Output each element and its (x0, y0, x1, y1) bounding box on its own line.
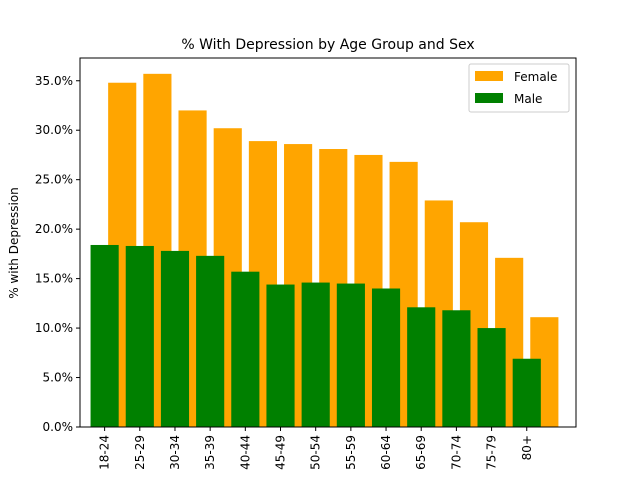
y-axis-ticks: 0.0% 5.0% 10.0% 15.0% 20.0% 25.0% 30.0% 35.0% (35, 74, 80, 434)
legend-label-female: Female (514, 70, 557, 84)
y-tick-label: 20.0% (35, 222, 73, 236)
legend-swatch-male (475, 93, 503, 103)
plot-frame (79, 57, 577, 428)
male-bar-35-39 (196, 255, 225, 427)
x-tick-label: 45-49 (274, 435, 288, 470)
x-tick-label: 75-79 (485, 435, 499, 470)
male-bar-55-59 (336, 283, 365, 427)
x-tick-label: 65-69 (414, 435, 428, 470)
y-tick-label: 35.0% (35, 74, 73, 88)
x-tick-label: 80+ (520, 435, 534, 460)
x-tick-label: 60-64 (379, 435, 393, 470)
legend-swatch-female (475, 71, 503, 81)
male-bar-40-44 (231, 271, 260, 427)
y-tick-label: 15.0% (35, 272, 73, 286)
male-bar-25-29 (125, 245, 154, 427)
male-bar-75-79 (477, 328, 506, 427)
x-tick-label: 18-24 (98, 435, 112, 470)
x-tick-label: 55-59 (344, 435, 358, 470)
legend-label-male: Male (514, 92, 542, 106)
chart-title: % With Depression by Age Group and Sex (181, 37, 474, 53)
x-tick-label: 50-54 (309, 435, 323, 470)
y-tick-label: 0.0% (43, 420, 74, 434)
x-tick-label: 30-34 (168, 435, 182, 470)
male-bar-30-34 (160, 250, 190, 427)
x-tick-label: 35-39 (203, 435, 217, 470)
male-bar-50-54 (301, 282, 330, 427)
male-bars (90, 244, 541, 427)
y-axis-label: % with Depression (7, 187, 21, 299)
x-axis-ticks: 18-24 25-29 30-34 35-39 40-44 45-49 50-54 55-59… (98, 427, 534, 470)
x-tick-label: 70-74 (449, 435, 463, 470)
male-bar-18-24 (90, 244, 119, 427)
y-tick-label: 5.0% (43, 371, 74, 385)
x-tick-label: 25-29 (133, 435, 147, 470)
legend: Female Male (468, 63, 570, 113)
male-bar-65-69 (407, 307, 436, 427)
y-tick-label: 10.0% (35, 321, 73, 335)
male-bar-80+ (512, 358, 541, 427)
male-bar-70-74 (442, 310, 471, 427)
y-tick-label: 25.0% (35, 173, 73, 187)
male-bar-45-49 (266, 284, 295, 427)
male-bar-60-64 (371, 288, 401, 427)
x-tick-label: 40-44 (238, 435, 252, 470)
y-tick-label: 30.0% (35, 123, 73, 137)
